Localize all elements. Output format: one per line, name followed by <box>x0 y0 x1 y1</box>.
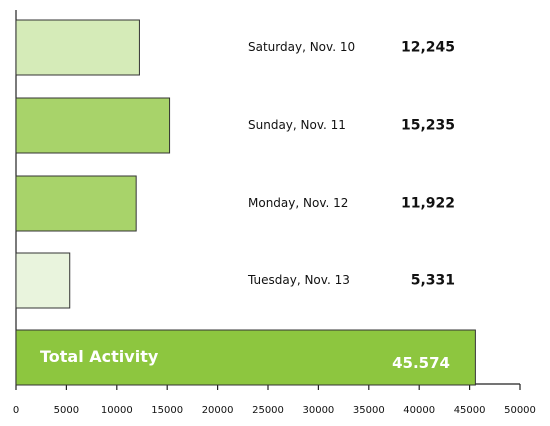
x-tick-label: 25000 <box>252 405 284 416</box>
x-tick-label: 30000 <box>302 405 334 416</box>
total-label: Total Activity <box>40 347 159 366</box>
category-label: Tuesday, Nov. 13 <box>247 273 350 287</box>
bar <box>15 175 137 232</box>
value-label: 45.574 <box>392 354 450 372</box>
value-label: 15,235 <box>401 118 455 134</box>
bar <box>15 252 71 309</box>
x-tick-label: 20000 <box>202 405 234 416</box>
value-label: 11,922 <box>401 196 455 212</box>
x-tick-label: 40000 <box>403 405 435 416</box>
x-tick-label: 45000 <box>454 405 486 416</box>
value-label: 12,245 <box>401 40 455 56</box>
x-tick-label: 50000 <box>504 405 536 416</box>
category-label: Sunday, Nov. 11 <box>248 118 346 132</box>
category-label: Saturday, Nov. 10 <box>248 40 355 54</box>
x-tick-label: 5000 <box>54 405 79 416</box>
bar <box>15 19 140 76</box>
category-label: Monday, Nov. 12 <box>248 196 348 210</box>
x-tick-label: 10000 <box>101 405 133 416</box>
x-tick-label: 0 <box>13 405 19 416</box>
bar <box>15 329 476 386</box>
x-tick-label: 35000 <box>353 405 385 416</box>
bar <box>15 97 171 154</box>
value-label: 5,331 <box>411 273 455 289</box>
x-tick-label: 15000 <box>151 405 183 416</box>
